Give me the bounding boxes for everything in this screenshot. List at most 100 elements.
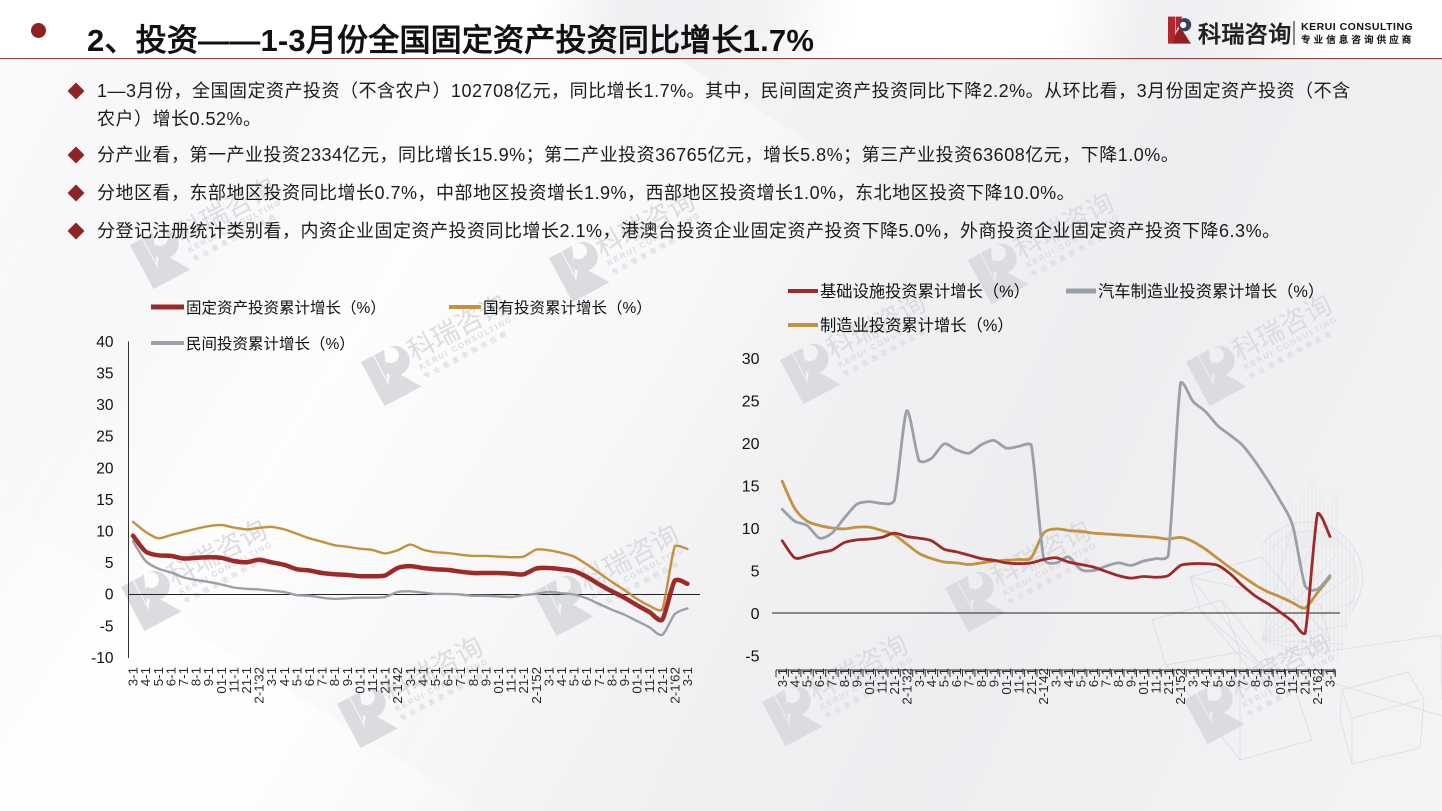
svg-text:01-1: 01-1 (630, 667, 645, 694)
svg-text:3-1: 3-1 (1186, 668, 1201, 687)
svg-text:2-1'32: 2-1'32 (899, 668, 914, 705)
svg-text:汽车制造业投资累计增长（%）: 汽车制造业投资累计增长（%） (1098, 283, 1324, 301)
svg-text:5-1: 5-1 (567, 667, 582, 686)
svg-text:4-1: 4-1 (277, 667, 292, 686)
svg-text:2-1'42: 2-1'42 (390, 667, 405, 704)
svg-text:基础设施投资累计增长（%）: 基础设施投资累计增长（%） (820, 283, 1030, 301)
svg-text:2-1'42: 2-1'42 (1036, 668, 1051, 705)
svg-text:11-1: 11-1 (874, 668, 889, 694)
svg-text:01-1: 01-1 (214, 667, 229, 694)
svg-text:10: 10 (96, 524, 114, 541)
svg-text:7-1: 7-1 (962, 668, 977, 687)
svg-text:8-1: 8-1 (327, 667, 342, 686)
svg-text:5-1: 5-1 (151, 667, 166, 686)
svg-text:4-1: 4-1 (554, 667, 569, 686)
svg-text:8-1: 8-1 (604, 667, 619, 686)
svg-text:KERUI CONSULTING: KERUI CONSULTING (1301, 21, 1413, 33)
svg-text:21-1: 21-1 (378, 667, 393, 694)
svg-text:9-1: 9-1 (478, 667, 493, 686)
svg-text:4-1: 4-1 (1198, 668, 1213, 687)
svg-text:01-1: 01-1 (1136, 668, 1151, 695)
svg-text:2-1'62: 2-1'62 (667, 667, 682, 704)
svg-text:3-1: 3-1 (126, 667, 141, 686)
svg-text:6-1: 6-1 (441, 667, 456, 686)
svg-text:8-1: 8-1 (189, 667, 204, 686)
svg-text:7-1: 7-1 (1235, 668, 1250, 687)
svg-text:5-1: 5-1 (1211, 668, 1226, 687)
svg-text:6-1: 6-1 (1223, 668, 1238, 687)
svg-text:9-1: 9-1 (340, 667, 355, 686)
svg-text:8-1: 8-1 (1248, 668, 1263, 687)
svg-text:10: 10 (742, 521, 760, 538)
svg-text:6-1: 6-1 (949, 668, 964, 687)
svg-text:21-1: 21-1 (1161, 668, 1176, 695)
svg-text:7-1: 7-1 (1099, 668, 1114, 687)
svg-text:2-1'52: 2-1'52 (1173, 668, 1188, 705)
svg-text:40: 40 (96, 334, 114, 351)
svg-text:3-1: 3-1 (775, 668, 790, 687)
svg-text:-5: -5 (745, 649, 759, 666)
svg-text:专业信息咨询供应商: 专业信息咨询供应商 (1301, 34, 1414, 46)
svg-text:21-1: 21-1 (1024, 668, 1039, 695)
svg-text:4-1: 4-1 (787, 668, 802, 687)
svg-text:4-1: 4-1 (924, 668, 939, 687)
svg-text:5-1: 5-1 (1074, 668, 1089, 687)
svg-text:2-1'62: 2-1'62 (1310, 668, 1325, 705)
svg-text:8-1: 8-1 (1111, 668, 1126, 687)
svg-text:5-1: 5-1 (289, 667, 304, 686)
svg-text:4-1: 4-1 (138, 667, 153, 686)
svg-text:11-1: 11-1 (1148, 668, 1163, 694)
svg-text:固定资产投资累计增长（%）: 固定资产投资累计增长（%） (186, 299, 386, 317)
svg-text:25: 25 (742, 394, 760, 411)
svg-text:7-1: 7-1 (176, 667, 191, 686)
svg-text:21-1: 21-1 (1298, 668, 1313, 695)
svg-text:5-1: 5-1 (800, 668, 815, 687)
svg-text:科瑞咨询: 科瑞咨询 (1198, 21, 1292, 47)
svg-text:7-1: 7-1 (315, 667, 330, 686)
svg-text:11-1: 11-1 (504, 667, 519, 693)
svg-text:21-1: 21-1 (516, 667, 531, 694)
svg-text:3-1: 3-1 (1049, 668, 1064, 687)
svg-text:9-1: 9-1 (1123, 668, 1138, 687)
svg-text:4-1: 4-1 (415, 667, 430, 686)
svg-text:20: 20 (96, 460, 114, 477)
svg-text:35: 35 (96, 366, 113, 383)
svg-text:6-1: 6-1 (579, 667, 594, 686)
svg-text:0: 0 (105, 587, 114, 604)
svg-text:21-1: 21-1 (887, 668, 902, 695)
svg-text:01-1: 01-1 (999, 668, 1014, 695)
svg-text:9-1: 9-1 (201, 667, 216, 686)
svg-text:8-1: 8-1 (974, 668, 989, 687)
svg-text:国有投资累计增长（%）: 国有投资累计增长（%） (483, 299, 652, 317)
svg-text:20: 20 (742, 436, 760, 453)
svg-text:30: 30 (96, 397, 114, 414)
svg-text:11-1: 11-1 (642, 667, 657, 693)
svg-text:制造业投资累计增长（%）: 制造业投资累计增长（%） (820, 317, 1014, 335)
svg-text:01-1: 01-1 (352, 667, 367, 694)
svg-text:6-1: 6-1 (163, 667, 178, 686)
svg-text:15: 15 (742, 479, 760, 496)
svg-text:7-1: 7-1 (825, 668, 840, 687)
svg-text:21-1: 21-1 (655, 667, 670, 694)
svg-text:9-1: 9-1 (1260, 668, 1275, 687)
svg-text:2-1'52: 2-1'52 (529, 667, 544, 704)
svg-text:6-1: 6-1 (1086, 668, 1101, 687)
svg-text:2-1'32: 2-1'32 (252, 667, 267, 704)
svg-text:6-1: 6-1 (302, 667, 317, 686)
svg-text:6-1: 6-1 (812, 668, 827, 687)
svg-text:民间投资累计增长（%）: 民间投资累计增长（%） (186, 335, 355, 353)
svg-text:5: 5 (105, 555, 114, 572)
svg-text:3-1: 3-1 (1323, 668, 1338, 687)
svg-text:3-1: 3-1 (680, 667, 695, 686)
svg-text:25: 25 (96, 429, 113, 446)
svg-text:3-1: 3-1 (541, 667, 556, 686)
svg-text:9-1: 9-1 (617, 667, 632, 686)
svg-text:30: 30 (742, 351, 760, 368)
svg-text:5: 5 (751, 564, 760, 581)
svg-text:4-1: 4-1 (1061, 668, 1076, 687)
svg-text:3-1: 3-1 (403, 667, 418, 686)
svg-text:-5: -5 (100, 618, 114, 635)
svg-text:3-1: 3-1 (264, 667, 279, 686)
svg-text:5-1: 5-1 (937, 668, 952, 687)
svg-text:21-1: 21-1 (239, 667, 254, 694)
